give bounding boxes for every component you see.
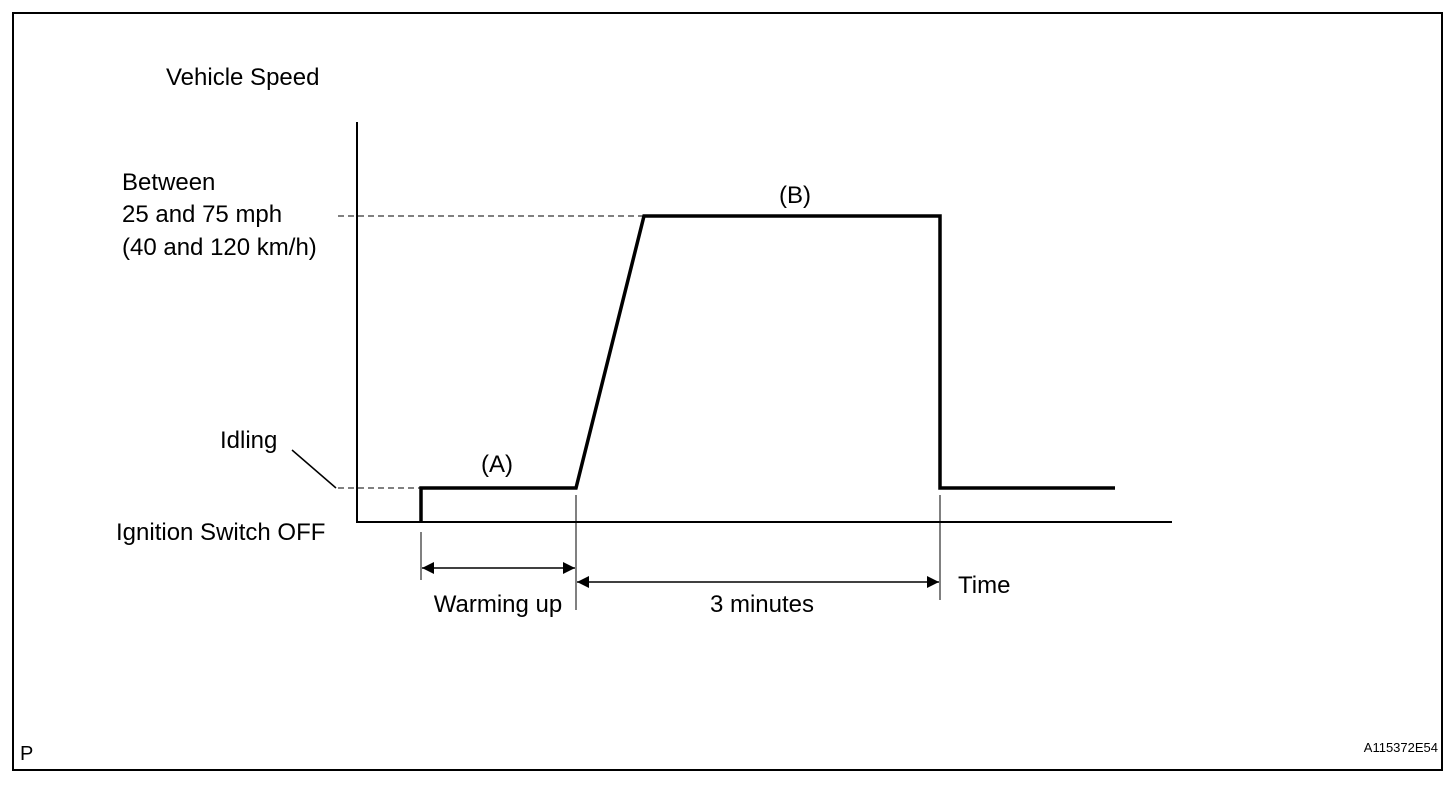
figure-code: A115372E54 xyxy=(1364,740,1438,755)
speed-label-line3: (40 and 120 km/h) xyxy=(122,234,317,261)
speed-profile-line xyxy=(419,214,1115,522)
y-axis-label: Vehicle Speed xyxy=(166,64,319,91)
warming-up-label: Warming up xyxy=(434,591,562,618)
phase-a-label: (A) xyxy=(481,451,513,478)
idling-leader-line xyxy=(291,449,337,489)
speed-label-line2: 25 and 75 mph xyxy=(122,201,282,228)
duration-label: 3 minutes xyxy=(710,591,814,618)
ignition-off-label: Ignition Switch OFF xyxy=(116,519,325,546)
corner-mark: P xyxy=(20,743,33,765)
speed-label-line1: Between xyxy=(122,169,215,196)
idling-label: Idling xyxy=(220,427,277,454)
phase-b-label: (B) xyxy=(779,182,811,209)
figure-frame xyxy=(12,12,1443,771)
x-axis-label: Time xyxy=(958,572,1010,599)
